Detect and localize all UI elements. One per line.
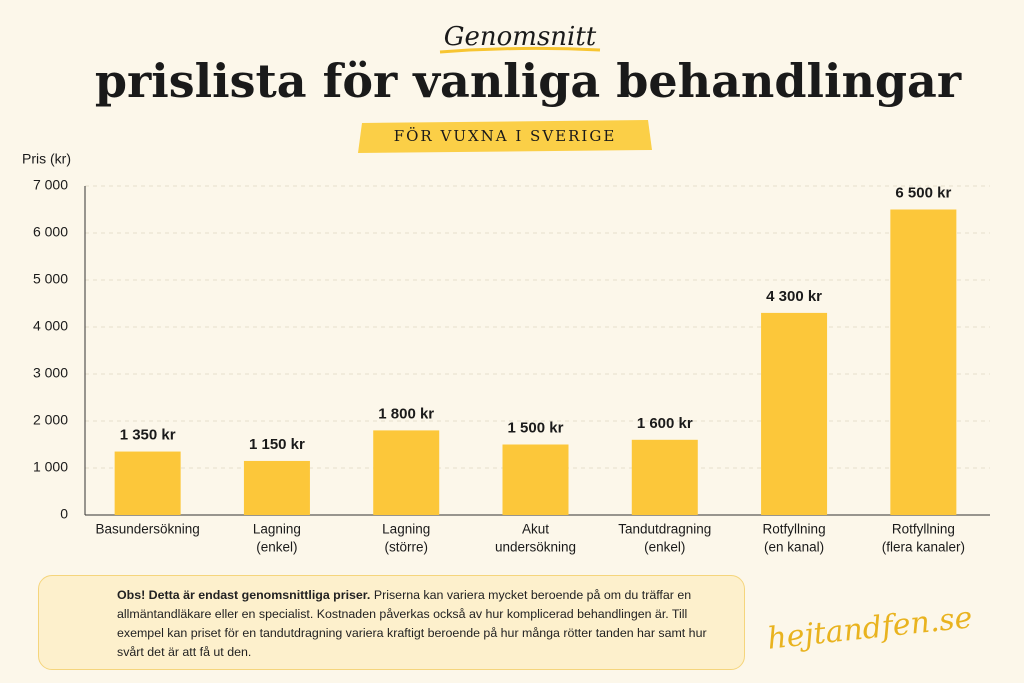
x-tick-label: (enkel) <box>256 540 297 555</box>
x-tick-label: Rotfyllning <box>763 522 826 537</box>
y-tick-label: 5 000 <box>33 271 68 287</box>
chart-title: prislista för vanliga behandlingar <box>95 54 962 108</box>
y-tick-label: 3 000 <box>33 365 68 381</box>
bar <box>890 209 957 515</box>
x-tick-label: (en kanal) <box>764 540 824 555</box>
x-tick-label: (större) <box>384 540 428 555</box>
value-label: 1 600 kr <box>637 415 693 432</box>
bar <box>631 439 698 515</box>
value-label: 1 500 kr <box>508 419 564 436</box>
x-tick-label: Rotfyllning <box>892 522 955 537</box>
note-bold: Obs! Detta är endast genomsnittliga pris… <box>117 588 371 602</box>
x-tick-label: Akut <box>522 522 549 537</box>
value-label: 1 350 kr <box>120 427 176 444</box>
bar <box>373 430 440 515</box>
x-tick-label: Lagning <box>253 522 301 537</box>
underline <box>439 46 601 54</box>
x-tick-label: Tandutdragning <box>618 522 711 537</box>
x-tick-label: undersökning <box>495 540 576 555</box>
bar <box>243 460 310 515</box>
subtitle: FÖR VUXNA I SVERIGE <box>394 127 617 145</box>
y-tick-label: 6 000 <box>33 224 68 240</box>
y-tick-label: 2 000 <box>33 412 68 428</box>
x-tick-label: (enkel) <box>644 540 685 555</box>
value-label: 4 300 kr <box>766 288 822 305</box>
x-tick-label: Lagning <box>382 522 430 537</box>
value-label: 1 150 kr <box>249 436 305 453</box>
note-text: Priserna kan variera mycket beroende på … <box>117 588 707 659</box>
brand: hejtandfen.se <box>766 600 974 656</box>
y-axis-label: Pris (kr) <box>22 151 71 167</box>
bar <box>761 312 828 515</box>
subtitle-highlight <box>358 120 652 153</box>
bar <box>114 451 181 515</box>
y-tick-label: 4 000 <box>33 318 68 334</box>
x-tick-label: Basundersökning <box>95 522 199 537</box>
value-label: 6 500 kr <box>895 184 951 201</box>
y-tick-label: 7 000 <box>33 177 68 193</box>
bar <box>502 444 569 515</box>
y-tick-label: 0 <box>60 506 68 522</box>
x-tick-label: (flera kanaler) <box>882 540 965 555</box>
note: Obs! Detta är endast genomsnittliga pris… <box>38 575 745 670</box>
value-label: 1 800 kr <box>378 405 434 422</box>
y-tick-label: 1 000 <box>33 459 68 475</box>
